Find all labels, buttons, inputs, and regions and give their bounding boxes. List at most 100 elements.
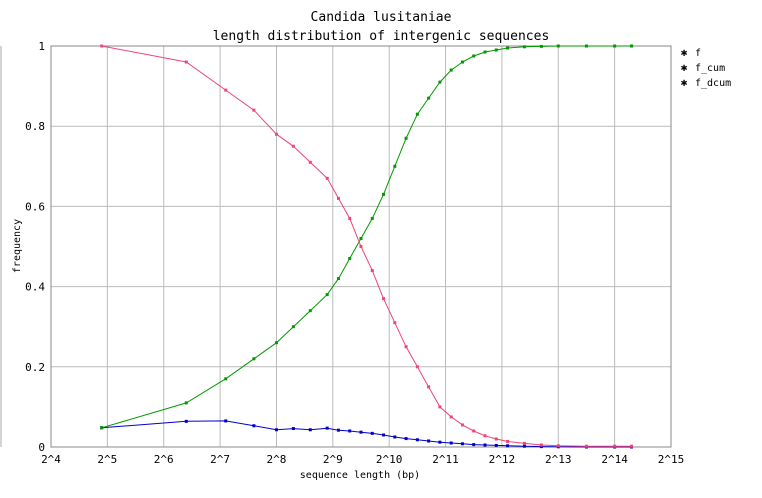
data-point xyxy=(308,160,312,164)
data-point xyxy=(438,80,442,84)
data-point xyxy=(224,377,228,381)
data-point xyxy=(415,112,419,116)
data-point xyxy=(483,443,487,447)
data-point xyxy=(348,257,352,261)
data-point xyxy=(336,277,340,281)
series-group xyxy=(100,44,634,449)
data-point xyxy=(224,419,228,423)
data-point xyxy=(359,430,363,434)
data-point xyxy=(472,54,476,58)
data-point xyxy=(308,309,312,313)
data-point xyxy=(460,60,464,64)
data-point xyxy=(494,437,498,441)
x-tick-label: 2^8 xyxy=(267,453,287,466)
data-point xyxy=(415,365,419,369)
legend-item: ✱ f_dcum xyxy=(681,76,731,89)
data-point xyxy=(382,297,386,301)
data-point xyxy=(382,433,386,437)
x-tick-label: 2^14 xyxy=(601,453,628,466)
series-f-cum xyxy=(100,44,634,430)
data-point xyxy=(370,269,374,273)
data-point xyxy=(584,444,588,448)
data-point xyxy=(184,60,188,64)
data-point xyxy=(184,419,188,423)
data-point xyxy=(472,429,476,433)
data-point xyxy=(274,428,278,432)
data-point xyxy=(348,216,352,220)
y-tick-label: 0.8 xyxy=(25,120,45,133)
data-point xyxy=(252,424,256,428)
legend-label: f_dcum xyxy=(695,78,731,89)
series-line xyxy=(101,420,632,448)
data-point xyxy=(184,401,188,405)
legend-label: f_cum xyxy=(695,63,725,74)
data-point xyxy=(472,443,476,447)
data-point xyxy=(613,444,617,448)
x-tick-label: 2^9 xyxy=(323,453,343,466)
data-point xyxy=(613,44,617,48)
data-point xyxy=(404,437,408,441)
data-point xyxy=(449,415,453,419)
x-tick-label: 2^13 xyxy=(545,453,572,466)
data-point xyxy=(556,44,560,48)
series-line xyxy=(101,45,632,429)
data-point xyxy=(539,44,543,48)
data-point xyxy=(404,345,408,349)
data-point xyxy=(449,441,453,445)
data-point xyxy=(506,439,510,443)
data-point xyxy=(291,427,295,431)
data-point xyxy=(522,441,526,445)
data-point xyxy=(100,44,104,48)
legend: ✱ f✱ f_cum✱ f_dcum xyxy=(681,46,731,89)
data-point xyxy=(370,431,374,435)
data-point xyxy=(460,442,464,446)
y-tick-label: 0 xyxy=(38,441,45,454)
data-point xyxy=(438,440,442,444)
data-point xyxy=(427,439,431,443)
data-point xyxy=(539,445,543,449)
plot-frame xyxy=(50,45,672,448)
y-tick-label: 0.2 xyxy=(25,361,45,374)
x-tick-label: 2^12 xyxy=(489,453,516,466)
data-point xyxy=(522,444,526,448)
data-point xyxy=(325,426,329,430)
data-point xyxy=(427,385,431,389)
data-point xyxy=(494,48,498,52)
data-point xyxy=(336,196,340,200)
x-tick-label: 2^11 xyxy=(432,453,459,466)
legend-marker: ✱ xyxy=(681,61,688,74)
data-point xyxy=(393,435,397,439)
data-point xyxy=(494,443,498,447)
y-tick-label: 1 xyxy=(38,40,45,53)
data-point xyxy=(291,144,295,148)
y-tick-label: 0.6 xyxy=(25,200,45,213)
data-point xyxy=(449,68,453,72)
data-point xyxy=(539,443,543,447)
data-point xyxy=(359,245,363,248)
y-tick-labels: 0 0.2 0.4 0.6 0.8 1 xyxy=(25,40,45,454)
data-point xyxy=(308,428,312,432)
data-point xyxy=(483,50,487,54)
data-point xyxy=(630,444,634,448)
data-point xyxy=(483,434,487,438)
data-point xyxy=(393,164,397,168)
series-line xyxy=(101,45,632,447)
data-point xyxy=(415,438,419,442)
data-point xyxy=(556,444,560,448)
series-f-dcum xyxy=(100,44,634,448)
x-tick-label: 2^6 xyxy=(154,453,174,466)
data-point xyxy=(393,321,397,325)
chart-title: Candida lusitaniae xyxy=(311,10,452,25)
chart-subtitle: length distribution of intergenic sequen… xyxy=(213,29,550,44)
data-point xyxy=(584,44,588,48)
x-tick-label: 2^10 xyxy=(376,453,403,466)
x-tick-label: 2^7 xyxy=(210,453,230,466)
data-point xyxy=(382,192,386,196)
x-tick-labels: 2^4 2^5 2^6 2^7 2^8 2^9 2^10 2^11 2^12 2^13 2^14 2^… xyxy=(41,453,684,466)
data-point xyxy=(506,46,510,50)
x-tick-label: 2^5 xyxy=(97,453,117,466)
x-tick-label: 2^4 xyxy=(41,453,61,466)
legend-marker: ✱ xyxy=(681,76,688,89)
